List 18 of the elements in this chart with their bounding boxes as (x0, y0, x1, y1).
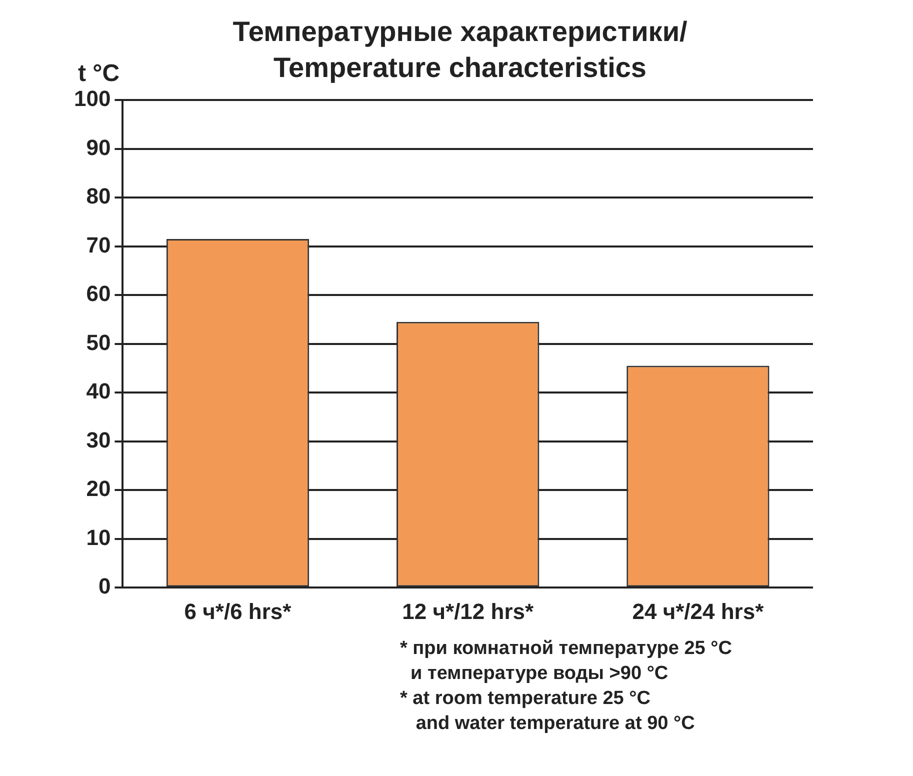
x-tick-label: 24 ч*/24 hrs* (632, 598, 764, 624)
y-tick-label: 20 (86, 476, 111, 502)
text: * at room temperature 25 °C and water temperature at 90 °C (400, 687, 696, 736)
x-tick-label: 12 ч*/12 hrs* (402, 598, 534, 624)
y-axis-title: t °C (78, 60, 120, 88)
y-tick-label: 70 (86, 232, 111, 258)
text: * при комнатной температуре 25 °C и температуре воды >90 °C (400, 637, 732, 686)
y-tick-label: 100 (74, 86, 111, 112)
y-tick-label: 40 (86, 378, 111, 404)
y-tick-label: 60 (86, 281, 111, 306)
x-tick-label: 6 ч*/6 hrs* (184, 598, 292, 624)
y-tick-label: 90 (86, 134, 111, 160)
y-tick-label: 30 (86, 427, 111, 452)
y-tick-label: 50 (86, 330, 111, 355)
y-tick-label: 80 (86, 184, 111, 209)
y-tick-label: 10 (86, 524, 111, 550)
y-tick-label: 0 (98, 574, 111, 599)
chart-title: Температурные характеристики/ Temperature characteristics (232, 15, 688, 85)
